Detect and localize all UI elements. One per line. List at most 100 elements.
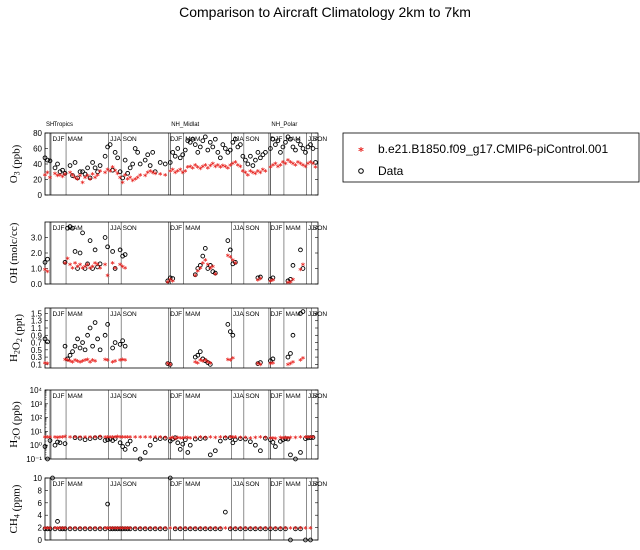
data-point-obs <box>105 437 110 443</box>
data-point-model: * <box>241 168 246 177</box>
data-point-obs <box>253 157 258 163</box>
data-point-obs <box>165 361 171 366</box>
data-point-obs <box>97 347 103 353</box>
data-point-model: * <box>133 525 138 534</box>
data-point-model: * <box>301 355 306 364</box>
data-point-obs <box>308 142 313 147</box>
data-point-model: * <box>55 173 60 182</box>
data-point-obs <box>187 526 193 532</box>
data-point-model: * <box>248 525 253 534</box>
season-label: JJA <box>233 481 245 488</box>
data-point-model: * <box>43 525 48 534</box>
data-point-model: * <box>228 525 233 534</box>
data-point-obs <box>195 150 201 155</box>
y-axis-label-part: H <box>8 440 20 448</box>
y-axis-label-part: (ppb) <box>11 144 23 171</box>
data-point-obs <box>122 526 128 532</box>
data-point-model: * <box>258 276 263 285</box>
season-label: DJF <box>270 311 282 318</box>
legend-model-label: b.e21.B1850.f09_g17.CMIP6-piControl.001 <box>378 142 608 156</box>
data-point-model: * <box>283 160 288 169</box>
data-point-obs <box>255 275 261 281</box>
data-point-model: * <box>213 163 218 172</box>
data-point-model: * <box>55 525 60 534</box>
data-point-model: * <box>213 271 218 280</box>
season-label: MAM <box>68 393 83 400</box>
data-point-obs <box>217 155 223 161</box>
data-point-obs <box>227 147 233 153</box>
data-point-model: * <box>143 434 148 443</box>
y-tick-label: 3.0 <box>31 234 43 243</box>
legend-entry-model: * b.e21.B1850.f09_g17.CMIP6-piControl.00… <box>358 142 608 158</box>
data-point-model: * <box>113 167 118 176</box>
data-point-obs <box>200 138 206 144</box>
data-point-model: * <box>283 525 288 534</box>
data-point-obs <box>258 448 263 454</box>
season-label: JJA <box>308 311 320 318</box>
data-point-model: * <box>65 357 70 366</box>
y-axis-label: OH (molc/cc) <box>8 222 20 283</box>
data-point-model: * <box>223 434 228 443</box>
data-point-model: * <box>168 435 173 444</box>
season-label: MAM <box>285 481 300 488</box>
data-point-obs <box>80 230 85 236</box>
data-point-model: * <box>148 525 153 534</box>
season-label: JJA <box>110 393 122 400</box>
data-point-model: * <box>123 172 128 181</box>
season-label: SON <box>123 393 137 400</box>
data-point-model: * <box>203 525 208 534</box>
season-label: MAM <box>185 481 200 488</box>
data-point-obs <box>227 435 233 441</box>
data-point-obs <box>217 526 223 532</box>
data-point-obs <box>52 165 58 171</box>
data-point-obs <box>288 452 293 458</box>
data-point-model: * <box>60 173 65 182</box>
data-point-model: * <box>216 162 221 171</box>
data-point-obs <box>107 142 113 147</box>
season-label: DJF <box>53 481 65 488</box>
season-label: DJF <box>170 136 182 143</box>
data-point-obs <box>222 435 228 441</box>
season-label: SON <box>123 225 137 232</box>
data-point-obs <box>230 332 236 338</box>
data-point-model: * <box>153 170 158 179</box>
data-point-obs <box>180 152 186 158</box>
y-tick-label: 1.0 <box>31 265 43 274</box>
data-point-obs <box>42 526 48 532</box>
data-point-obs <box>293 456 298 462</box>
data-point-obs <box>175 440 181 446</box>
data-point-model: * <box>193 525 198 534</box>
data-point-obs <box>303 436 308 441</box>
panel-3: DJF MAM JJA SON DJF MAM JJA SON DJF MAM JJASON0.10… <box>8 307 327 370</box>
data-point-obs <box>152 526 158 532</box>
data-point-obs <box>170 150 176 155</box>
data-point-model: * <box>248 168 253 177</box>
data-point-obs <box>288 351 293 356</box>
data-point-obs <box>293 526 298 532</box>
data-point-obs <box>42 259 48 265</box>
data-point-obs <box>167 275 173 281</box>
data-point-obs <box>70 225 75 231</box>
data-point-obs <box>300 266 306 271</box>
data-point-model: * <box>118 262 123 271</box>
y-tick-label: 4 <box>38 511 43 520</box>
data-point-model: * <box>271 277 276 286</box>
data-point-model: * <box>198 265 203 274</box>
data-point-obs <box>97 435 103 440</box>
data-point-obs <box>185 450 191 455</box>
data-point-obs <box>117 526 123 532</box>
data-point-obs <box>137 526 143 532</box>
data-point-model: * <box>98 265 103 274</box>
data-point-obs <box>202 435 208 441</box>
data-point-model: * <box>63 434 68 443</box>
data-point-obs <box>115 155 120 161</box>
data-point-model: * <box>98 434 103 443</box>
data-point-model: * <box>173 435 178 444</box>
data-point-obs <box>227 329 233 334</box>
y-axis-label-subscript: 3 <box>13 171 22 175</box>
data-point-model: * <box>256 277 261 286</box>
data-point-model: * <box>80 358 85 367</box>
data-point-model: * <box>45 525 50 534</box>
data-point-model: * <box>173 525 178 534</box>
y-tick-label: 8 <box>38 486 43 495</box>
